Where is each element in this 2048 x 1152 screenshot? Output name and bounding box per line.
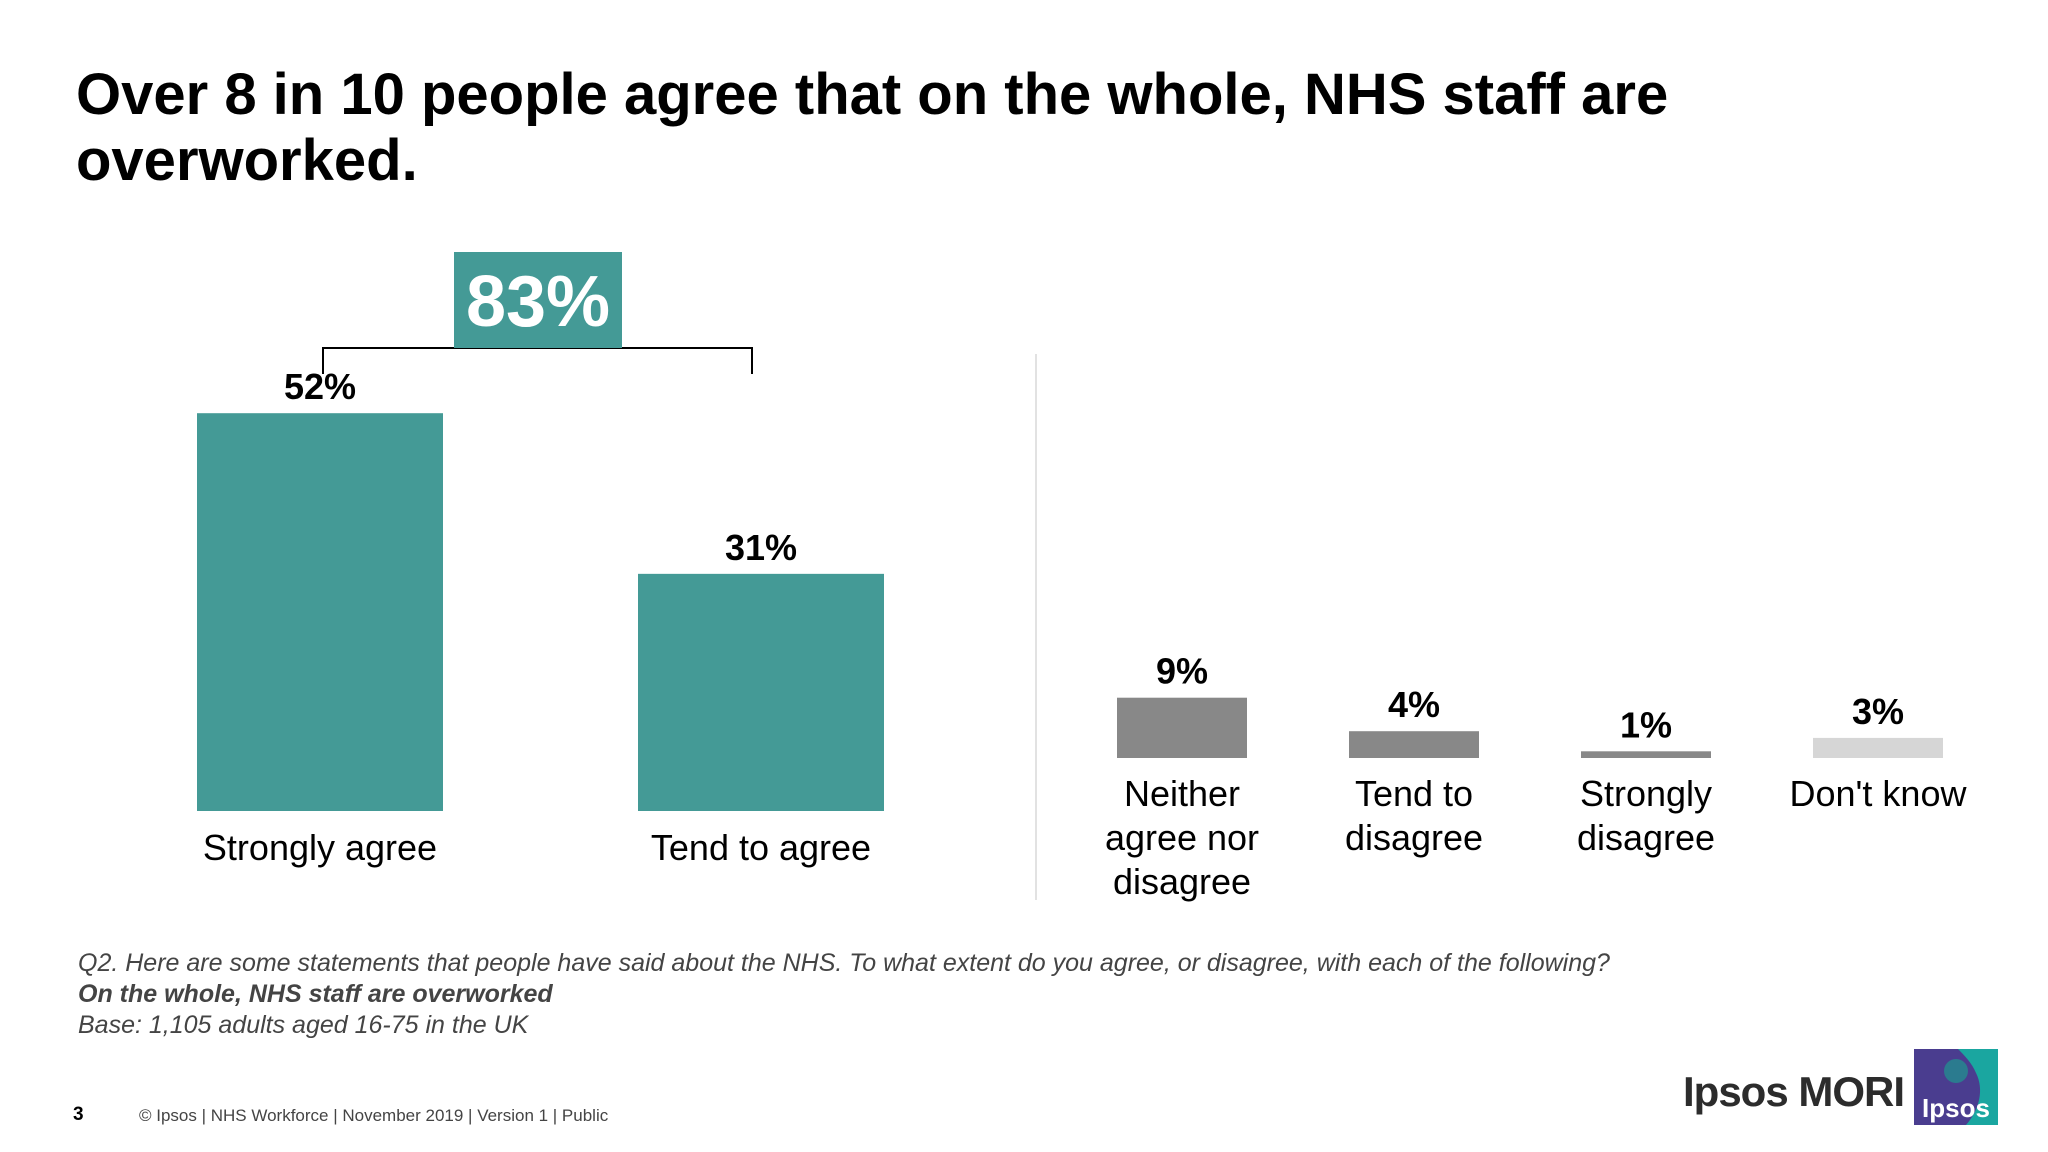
- bar-1: [197, 413, 443, 811]
- footer-text: © Ipsos | NHS Workforce | November 2019 …: [139, 1106, 609, 1125]
- footnote-statement: On the whole, NHS staff are overworked: [78, 980, 553, 1008]
- category-label-2: Tend to agree: [651, 827, 871, 868]
- bar-4: [1349, 731, 1479, 758]
- logo-text: Ipsos: [1922, 1093, 1990, 1123]
- category-label-3: Neither agree nor disagree: [1105, 773, 1259, 902]
- footnote-question: Q2. Here are some statements that people…: [78, 949, 1610, 977]
- value-label-2: 31%: [725, 527, 797, 568]
- bar-6: [1813, 737, 1943, 758]
- value-label-3: 9%: [1156, 651, 1208, 692]
- bar-3: [1117, 697, 1247, 758]
- bar-chart: 52% Strongly agree 31% Tend to agree 9% Neith…: [197, 252, 1968, 902]
- footnote: Q2. Here are some statements that people…: [78, 948, 1610, 1041]
- category-label-5: Strongly disagree: [1577, 773, 1715, 858]
- category-label-1: Strongly agree: [203, 827, 437, 868]
- logo-teal-shape: [1958, 1049, 1998, 1125]
- value-label-1: 52%: [284, 366, 356, 407]
- agree-bracket: [322, 347, 753, 374]
- total-agree-box: [454, 252, 622, 348]
- logo-head-shape: [1944, 1059, 1968, 1083]
- total-agree-label: 83%: [466, 262, 610, 342]
- brand-name: Ipsos MORI: [1683, 1068, 1905, 1115]
- category-label-4: Tend to disagree: [1345, 773, 1483, 858]
- bar-2: [638, 573, 884, 811]
- chart-title: Over 8 in 10 people agree that on the wh…: [76, 62, 1669, 193]
- ipsos-logo: Ipsos: [1914, 1049, 1998, 1125]
- category-label-6: Don't know: [1790, 773, 1968, 814]
- footnote-base: Base: 1,105 adults aged 16-75 in the UK: [78, 1011, 529, 1039]
- value-label-4: 4%: [1388, 684, 1440, 725]
- value-label-5: 1%: [1620, 704, 1672, 745]
- page-number: 3: [73, 1104, 84, 1125]
- value-label-6: 3%: [1852, 691, 1904, 732]
- bar-5: [1581, 751, 1711, 758]
